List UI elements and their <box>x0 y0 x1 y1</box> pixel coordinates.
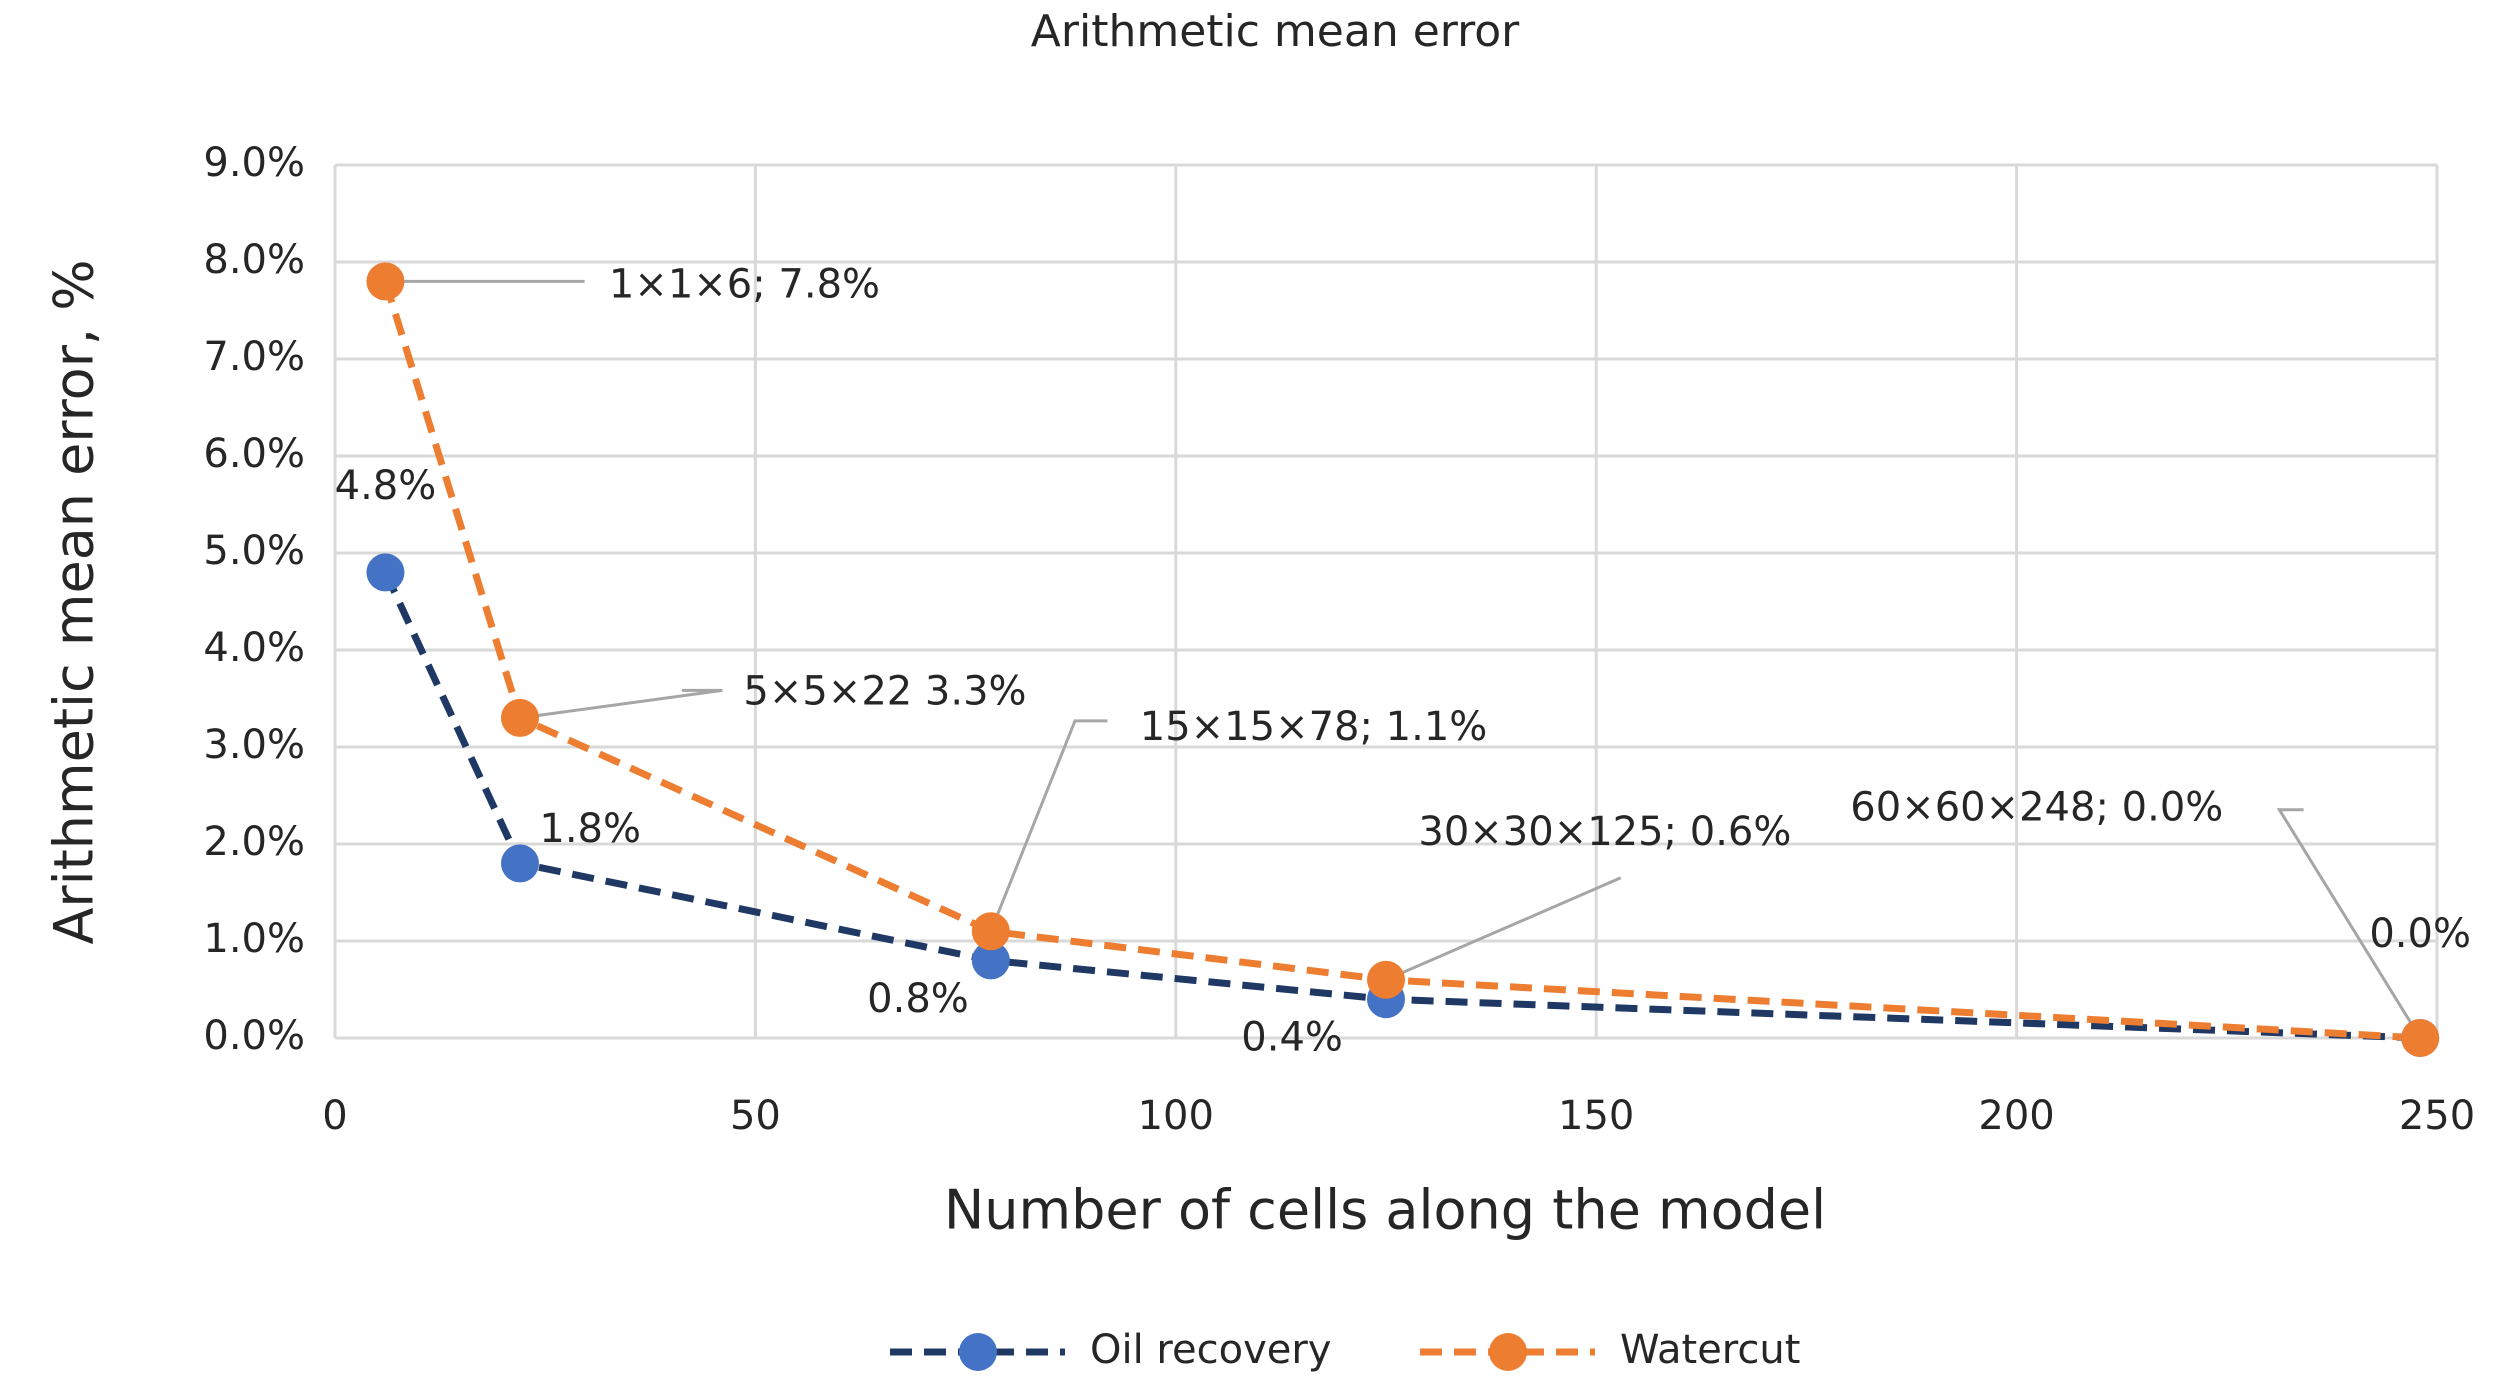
x-tick-label: 150 <box>1558 1093 1634 1139</box>
y-tick-label: 0.0% <box>203 1013 305 1059</box>
x-tick-label: 100 <box>1138 1093 1214 1139</box>
marker <box>366 262 405 301</box>
marker <box>500 698 539 737</box>
x-axis-label: Number of cells along the model <box>944 1179 1826 1242</box>
marker <box>971 912 1010 951</box>
marker <box>366 553 405 592</box>
y-tick-label: 7.0% <box>203 334 305 380</box>
data-label: 1×1×6; 7.8% <box>609 261 880 307</box>
data-label: 1.8% <box>539 806 641 852</box>
legend-marker <box>1489 1333 1527 1371</box>
x-tick-label: 0 <box>322 1093 347 1139</box>
legend-label: Oil recovery <box>1090 1327 1331 1373</box>
x-tick-label: 50 <box>730 1093 781 1139</box>
y-tick-label: 3.0% <box>203 722 305 768</box>
y-tick-label: 5.0% <box>203 528 305 574</box>
data-label: 30×30×125; 0.6% <box>1418 809 1791 855</box>
chart-title: Arithmetic mean error <box>1031 6 1520 57</box>
marker <box>500 844 539 883</box>
legend-marker <box>959 1333 997 1371</box>
data-label: 60×60×248; 0.0% <box>1850 785 2223 831</box>
data-label: 0.8% <box>867 976 969 1022</box>
data-label: 15×15×78; 1.1% <box>1140 704 1488 750</box>
legend-label: Watercut <box>1620 1327 1800 1373</box>
marker <box>2401 1019 2440 1057</box>
y-tick-label: 4.0% <box>203 625 305 671</box>
x-tick-label: 250 <box>2399 1093 2475 1139</box>
y-tick-label: 2.0% <box>203 819 305 865</box>
x-tick-label: 200 <box>1978 1093 2054 1139</box>
data-label: 0.0% <box>2369 911 2471 957</box>
y-tick-label: 1.0% <box>203 916 305 962</box>
y-tick-label: 8.0% <box>203 237 305 283</box>
data-label: 4.8% <box>335 463 437 509</box>
data-label: 5×5×22 3.3% <box>743 669 1026 715</box>
leader-line <box>989 719 1108 932</box>
y-tick-label: 9.0% <box>203 140 305 186</box>
data-label: 0.4% <box>1241 1015 1343 1061</box>
leader-line <box>519 688 723 720</box>
leader-line <box>1385 876 1622 982</box>
y-tick-label: 6.0% <box>203 431 305 477</box>
marker <box>1367 960 1405 999</box>
marker <box>971 941 1010 980</box>
leader-line <box>2276 808 2422 1039</box>
y-axis-label: Arithmetic mean error, % <box>43 259 106 944</box>
